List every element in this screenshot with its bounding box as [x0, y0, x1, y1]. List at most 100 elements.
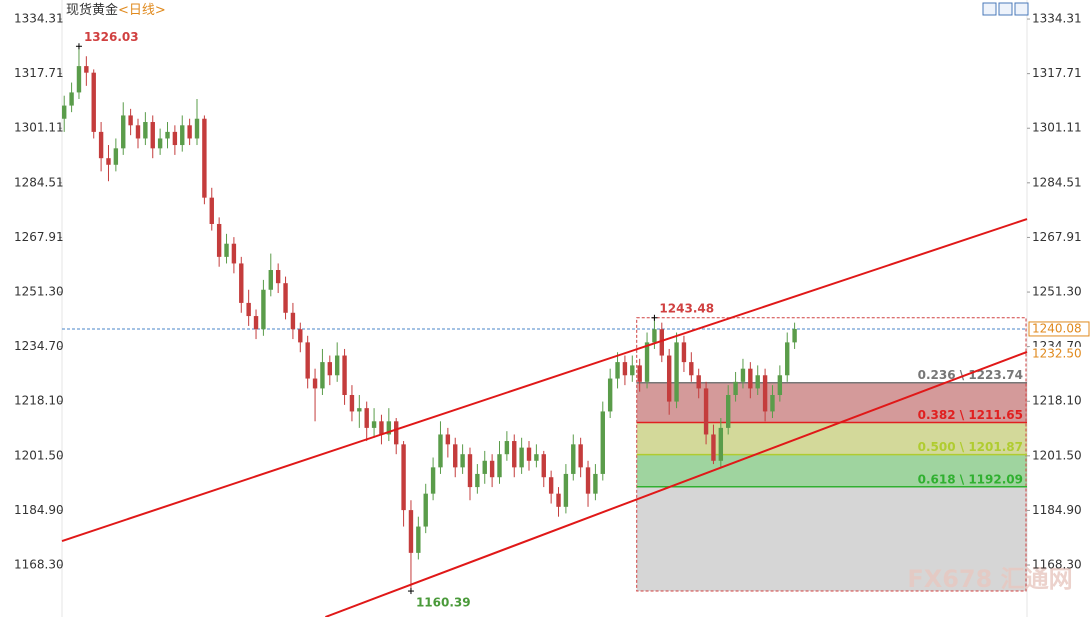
candle-body	[334, 355, 340, 376]
candle-body	[792, 328, 797, 343]
trendline	[61, 218, 1028, 542]
candle-body	[541, 454, 546, 478]
candle-body	[607, 378, 613, 412]
candle-body	[261, 289, 266, 330]
candle-body	[401, 444, 406, 511]
title-text: 现货黄金	[66, 2, 118, 18]
candle-body	[209, 197, 214, 224]
tool-button[interactable]	[998, 2, 1013, 16]
y-tick-label: 1317.71	[14, 66, 64, 80]
candle-body	[593, 473, 598, 494]
candle-body	[327, 362, 333, 376]
y-tick-label: 1184.90	[14, 503, 64, 517]
candle-body	[526, 447, 532, 461]
candle-body	[349, 394, 355, 412]
y2-tick-label: 1267.91	[1032, 230, 1082, 244]
candle-body	[202, 118, 207, 198]
y2-tick-label: 1251.30	[1032, 285, 1082, 299]
candle-body	[379, 421, 384, 435]
watermark: FX678 汇通网	[907, 565, 1072, 593]
y-tick-label: 1301.11	[14, 121, 64, 135]
candle-body	[298, 329, 303, 343]
candle-body	[504, 441, 510, 455]
candle-body	[312, 378, 318, 389]
tool-button[interactable]	[982, 2, 997, 16]
candle-body	[69, 92, 74, 106]
candle-body	[165, 131, 170, 139]
candle-body	[689, 362, 694, 376]
candle-body	[453, 444, 458, 468]
candle-body	[121, 115, 126, 149]
candle-body	[157, 138, 163, 149]
candle-body	[696, 375, 701, 389]
candle-body	[622, 362, 628, 376]
candle-body	[762, 375, 768, 412]
candle-body	[475, 473, 480, 488]
candle-body	[644, 342, 650, 382]
candle-body	[740, 368, 746, 382]
candle-body	[275, 270, 281, 284]
candle-body	[231, 243, 237, 264]
candle-body	[246, 302, 251, 317]
candle-body	[423, 493, 428, 527]
candle-body	[216, 223, 222, 257]
fib-zone	[636, 486, 1027, 592]
candle-body	[268, 270, 273, 290]
candle-body	[84, 66, 89, 73]
candle-body	[519, 447, 524, 468]
candle-body	[755, 375, 760, 389]
plot: 0.236 \ 1223.74 0.382 \ 1211.65 0.500 \ 12…	[14, 12, 1090, 617]
subtitle-text: <日线>	[118, 3, 166, 18]
candle-body	[600, 411, 605, 474]
candle-body	[652, 329, 657, 343]
candle-body	[630, 365, 635, 376]
second-price-box	[1029, 346, 1089, 361]
candle-body	[305, 342, 310, 379]
y-tick-label: 1251.30	[14, 285, 64, 299]
fib-level-label: 0.618 \ 1192.09	[918, 472, 1023, 486]
candle-body	[408, 510, 414, 553]
y-tick-label: 1284.51	[14, 175, 64, 189]
y2-tick-label: 1334.31	[1032, 12, 1082, 26]
candle-body	[98, 131, 104, 159]
fib-zone	[636, 422, 1027, 455]
candle-body	[386, 421, 392, 435]
annotation-label: 1326.03	[84, 30, 139, 44]
y2-tick-label: 1201.50	[1032, 448, 1082, 462]
tool-button[interactable]	[1014, 2, 1029, 16]
candle-body	[711, 434, 716, 461]
candle-body	[364, 408, 369, 428]
y-tick-label: 1267.91	[14, 230, 64, 244]
candle-body	[770, 394, 775, 412]
candle-body	[76, 66, 82, 93]
candle-body	[578, 444, 583, 468]
y-tick-label: 1218.10	[14, 394, 64, 408]
candle-body	[394, 421, 399, 445]
candle-body	[445, 434, 451, 445]
y2-tick-label: 1184.90	[1032, 503, 1082, 517]
candle-body	[290, 312, 296, 330]
candle-body	[194, 118, 200, 139]
candle-body	[563, 473, 569, 507]
candle-body	[556, 493, 561, 507]
candle-body	[548, 477, 554, 494]
candle-body	[430, 467, 436, 494]
current-price-label: 1240.08	[1032, 321, 1082, 335]
candle-body	[180, 125, 185, 146]
candle-body	[460, 454, 465, 468]
candle-body	[681, 342, 687, 363]
annotation-label: 1160.39	[416, 596, 471, 610]
candle-body	[135, 125, 141, 139]
candle-body	[438, 434, 443, 468]
candle-body	[143, 122, 148, 139]
candle-body	[482, 460, 487, 474]
candle-body	[91, 72, 96, 132]
candle-body	[489, 460, 495, 478]
candle-body	[666, 355, 672, 402]
y-tick-label: 1168.30	[14, 558, 64, 572]
fib-zone	[636, 454, 1027, 487]
candle-body	[371, 421, 377, 428]
fib-level-label: 0.500 \ 1201.87	[918, 440, 1023, 454]
y-tick-label: 1234.70	[14, 339, 64, 353]
candle-body	[733, 381, 738, 395]
